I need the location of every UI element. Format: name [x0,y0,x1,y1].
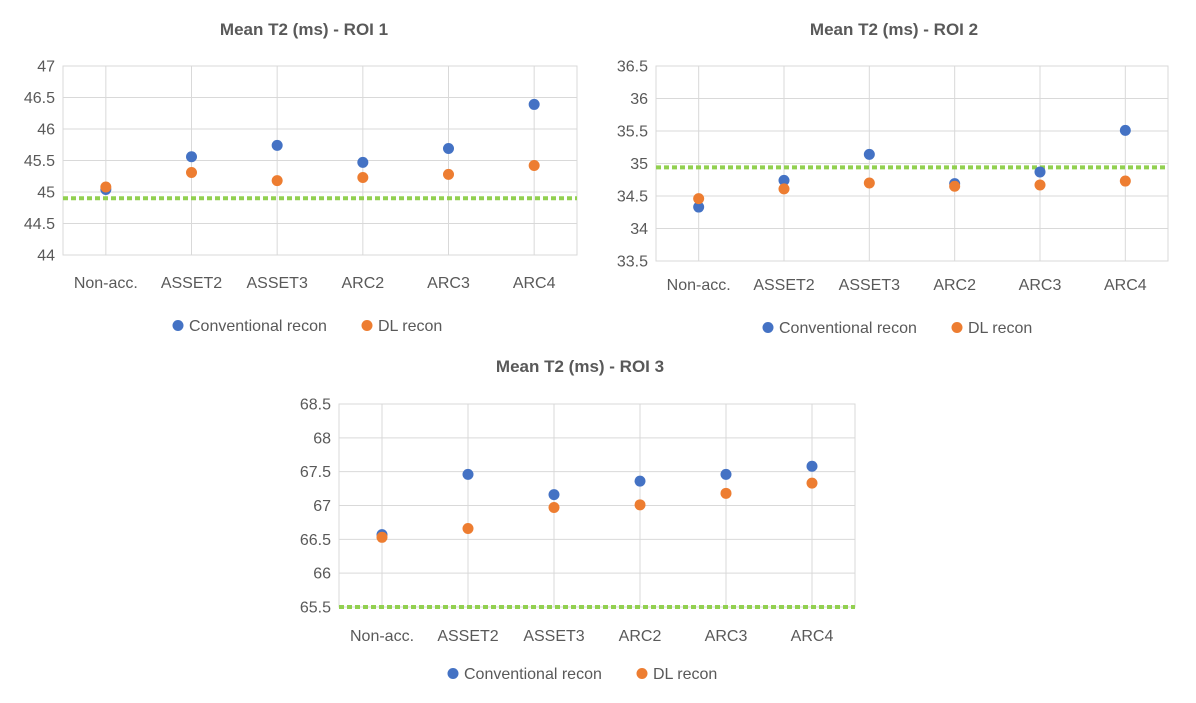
y-tick-label: 46 [37,122,55,139]
legend-marker-dl [361,320,373,331]
y-tick-label: 68 [313,430,331,447]
x-tick-label: ARC4 [513,275,556,292]
x-tick-label: Non-acc. [667,277,731,294]
legend-marker-conventional [447,668,459,679]
conventional-point [806,460,818,472]
y-tick-label: 46.5 [24,90,55,107]
dl-point [186,166,197,178]
x-tick-label: ASSET2 [753,277,814,294]
x-tick-label: ARC3 [427,275,470,292]
dl-point [863,177,875,189]
legend: Conventional recon DL recon [172,318,442,335]
y-tick-label: 33.5 [617,254,648,271]
conventional-point [443,143,454,155]
dl-point [949,180,961,192]
chart-3: Mean T2 (ms) - ROI 3 65.5 66 66.5 67 67.5 68 68… [300,357,856,683]
dl-point [634,499,646,511]
conventional-point [357,156,369,168]
conventional-point [863,148,875,160]
chart-title: Mean T2 (ms) - ROI 2 [810,20,978,39]
conventional-point [634,475,646,487]
y-tick-label: 47 [37,59,55,76]
y-tick-label: 66 [313,566,331,583]
conventional-point [528,98,540,110]
legend-label-conventional: Conventional recon [189,318,327,335]
legend-marker-conventional [172,320,184,331]
conventional-point [548,489,560,501]
x-tick-label: ASSET2 [161,275,222,292]
conventional-point [720,468,732,480]
y-tick-label: 44.5 [24,216,55,233]
legend-marker-conventional [762,322,774,333]
legend: Conventional recon DL recon [762,320,1032,337]
y-tick-label: 66.5 [300,532,331,549]
x-tick-label: ARC3 [1019,277,1062,294]
x-tick-label: ARC3 [705,628,748,645]
dl-point [778,183,790,195]
x-tick-label: ASSET3 [839,277,900,294]
x-tick-label: ARC4 [791,628,834,645]
x-tick-label: ASSET3 [523,628,584,645]
dl-point [357,172,369,184]
y-tick-label: 34.5 [617,189,648,206]
x-tick-label: ARC2 [933,277,976,294]
dl-point [100,181,112,193]
x-tick-label: Non-acc. [350,628,414,645]
chart-title: Mean T2 (ms) - ROI 3 [496,357,664,376]
dl-point [376,531,388,543]
plot-area [62,65,578,256]
y-tick-label: 67.5 [300,464,331,481]
x-tick-label: ASSET2 [437,628,498,645]
x-tick-label: ARC2 [619,628,662,645]
dl-point [720,487,732,499]
legend-label-dl: DL recon [968,320,1032,337]
dl-point [1034,179,1046,191]
legend: Conventional recon DL recon [447,666,717,683]
y-tick-label: 34 [630,221,648,238]
dl-point [806,477,818,489]
dl-point [693,193,705,205]
conventional-point [186,151,197,163]
dl-point [443,168,454,180]
conventional-point [1034,166,1046,178]
y-tick-label: 44 [37,248,55,265]
y-tick-label: 35.5 [617,124,648,141]
x-tick-label: ARC4 [1104,277,1147,294]
conventional-point [693,201,705,213]
legend-marker-dl [636,668,648,679]
y-tick-label: 45.5 [24,153,55,170]
legend-label-conventional: Conventional recon [464,666,602,683]
y-tick-label: 35 [630,156,648,173]
legend-label-dl: DL recon [653,666,717,683]
dl-point [1119,175,1131,187]
dl-point [548,502,560,514]
conventional-point [271,139,283,151]
legend-label-conventional: Conventional recon [779,320,917,337]
chart-title: Mean T2 (ms) - ROI 1 [220,20,388,39]
legend-marker-dl [951,322,963,333]
conventional-point [1119,124,1131,136]
y-tick-label: 36.5 [617,59,648,76]
chart-2: Mean T2 (ms) - ROI 2 33.5 34 34.5 35 35.5 36 36… [617,20,1169,337]
x-tick-label: Non-acc. [74,275,138,292]
y-tick-label: 67 [313,498,331,515]
dl-point [271,175,283,187]
x-tick-label: ARC2 [341,275,384,292]
plot-area [655,65,1169,262]
dl-point [462,523,474,535]
y-tick-label: 65.5 [300,600,331,617]
chart-1: Mean T2 (ms) - ROI 1 44 44.5 45 45.5 46 46.5 47… [24,20,578,335]
conventional-point [778,174,790,186]
conventional-point [462,468,474,480]
y-tick-label: 68.5 [300,397,331,414]
y-tick-label: 36 [630,91,648,108]
dl-point [528,160,540,172]
legend-label-dl: DL recon [378,318,442,335]
x-tick-label: ASSET3 [246,275,307,292]
y-tick-label: 45 [37,185,55,202]
